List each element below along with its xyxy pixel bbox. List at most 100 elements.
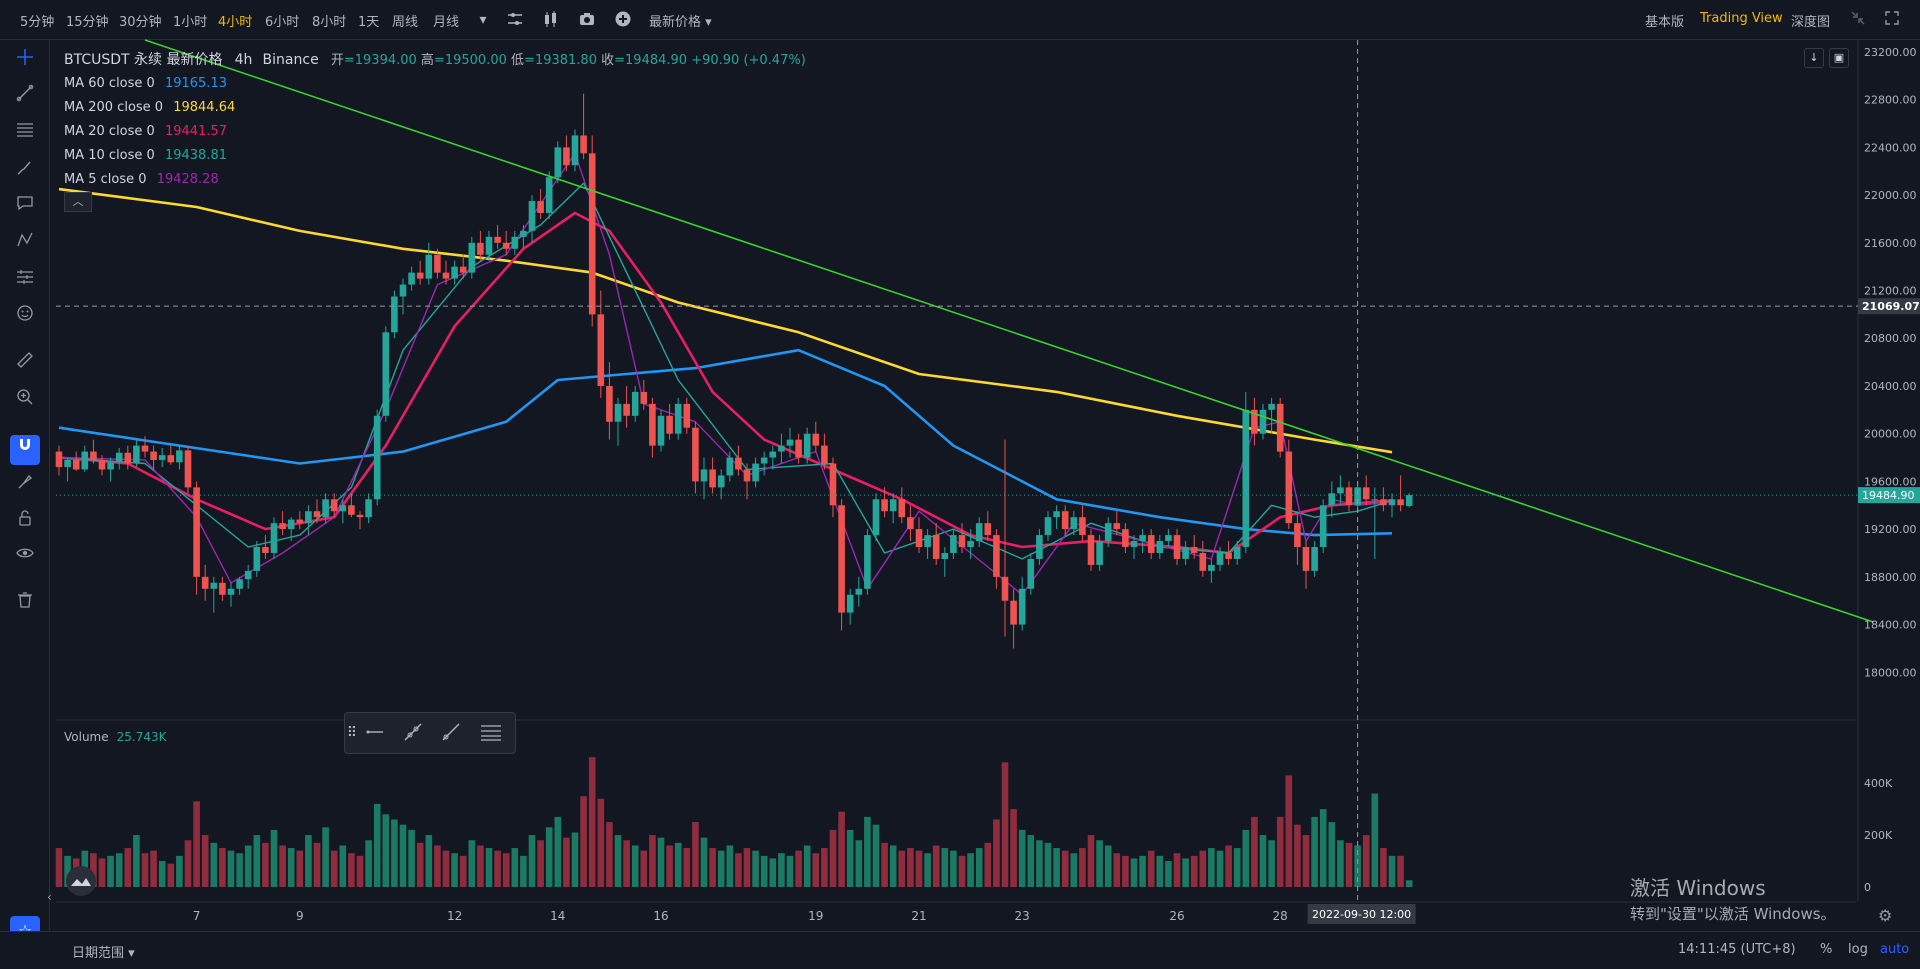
- pattern-tool-icon[interactable]: [10, 230, 40, 260]
- low-value: 19381.80: [534, 53, 597, 68]
- timeframe-week[interactable]: 周线: [392, 15, 419, 30]
- volume-bar: [1328, 822, 1336, 887]
- crosshair-icon[interactable]: [10, 47, 40, 77]
- candle-body: [924, 535, 931, 548]
- candle-body: [563, 147, 570, 166]
- zoom-in-icon[interactable]: [10, 387, 40, 417]
- chevron-down-icon[interactable]: ▾: [479, 12, 487, 28]
- screenshot-icon[interactable]: ▣: [1829, 48, 1849, 68]
- unlock-icon[interactable]: [10, 508, 40, 538]
- candle-body: [1251, 409, 1258, 434]
- price-tick-label: 20000.00: [1864, 428, 1917, 441]
- timeframe-4h[interactable]: 4小时: [218, 15, 253, 30]
- eye-icon[interactable]: [10, 543, 40, 573]
- view-tradingview-link[interactable]: Trading View: [1700, 11, 1783, 26]
- candle-type-icon[interactable]: [541, 10, 561, 30]
- volume-bar: [408, 829, 415, 887]
- candle-body: [1208, 564, 1215, 571]
- volume-bar: [1104, 845, 1112, 887]
- drag-handle-icon[interactable]: ⠿: [346, 725, 358, 741]
- prediction-tool-icon[interactable]: [10, 267, 40, 297]
- volume-bar: [537, 840, 544, 887]
- view-basic-link[interactable]: 基本版: [1645, 15, 1685, 30]
- fullscreen-icon[interactable]: [1882, 10, 1902, 30]
- candle-body: [1001, 576, 1009, 601]
- timeframe-1d[interactable]: 1天: [358, 15, 380, 30]
- line-color-icon[interactable]: [401, 721, 425, 745]
- candle-body: [322, 499, 329, 518]
- ma200-legend[interactable]: MA 200 close 0 19844.64: [64, 96, 806, 120]
- ma-label: MA 5 close 0: [64, 172, 147, 187]
- candle-body: [90, 451, 97, 460]
- candle-body: [373, 415, 381, 500]
- candle-body: [1139, 535, 1146, 542]
- trash-icon[interactable]: [10, 590, 40, 620]
- candle-body: [1113, 523, 1121, 530]
- legend-collapse-button[interactable]: ︿: [64, 192, 92, 212]
- settings-sliders-icon[interactable]: [505, 10, 525, 30]
- top-toolbar: 5分钟 15分钟 30分钟 1小时 4小时 6小时 8小时 1天 周线 月线 ▾…: [0, 0, 1920, 40]
- camera-icon[interactable]: [577, 10, 597, 30]
- candle-body: [1216, 552, 1224, 565]
- view-depth-link[interactable]: 深度图: [1791, 15, 1831, 30]
- candle-body: [468, 242, 476, 273]
- timeframe-30m[interactable]: 30分钟: [119, 15, 162, 30]
- volume-bar: [1036, 840, 1043, 887]
- brush-icon[interactable]: [10, 157, 40, 187]
- percent-toggle[interactable]: %: [1820, 942, 1833, 957]
- timeframe-8h[interactable]: 8小时: [312, 15, 347, 30]
- volume-bar: [227, 850, 235, 887]
- emoji-icon[interactable]: [10, 303, 40, 333]
- horizontal-lines-icon[interactable]: [10, 120, 40, 150]
- line-style-icon[interactable]: [363, 721, 387, 745]
- volume-bar: [287, 848, 295, 887]
- candle-body: [1044, 517, 1052, 536]
- candle-body: [133, 445, 140, 464]
- timeframe-6h[interactable]: 6小时: [265, 15, 300, 30]
- candlesticks: [55, 93, 1413, 649]
- price-type-select[interactable]: 最新价格 ▾: [649, 15, 712, 30]
- price-tick-label: 22400.00: [1864, 141, 1917, 154]
- candle-body: [296, 519, 304, 524]
- timeframe-5m[interactable]: 5分钟: [20, 15, 55, 30]
- auto-toggle[interactable]: auto: [1880, 942, 1910, 957]
- volume-bar: [262, 842, 269, 887]
- log-toggle[interactable]: log: [1848, 942, 1868, 957]
- legend-symbol-row: BTCUSDT 永续 最新价格 4h Binance 开=19394.00 高=…: [64, 48, 806, 72]
- trendline-tool-icon[interactable]: [10, 83, 40, 113]
- date-range-button[interactable]: 日期范围 ▾: [72, 946, 135, 961]
- more-options-icon[interactable]: [479, 721, 503, 745]
- candle-body: [425, 254, 433, 279]
- download-icon[interactable]: ↓: [1804, 48, 1824, 68]
- candle-body: [1276, 403, 1284, 452]
- line-width-icon[interactable]: [439, 721, 463, 745]
- price-chart[interactable]: 18000.00 18400.00 18800.00 19200.00 19600.00…: [0, 0, 1920, 930]
- add-indicator-icon[interactable]: [613, 10, 633, 30]
- lock-drawing-icon[interactable]: [10, 472, 40, 502]
- comment-icon[interactable]: [10, 193, 40, 223]
- volume-bar: [382, 814, 390, 887]
- magnet-icon[interactable]: [10, 435, 40, 465]
- ma5-legend[interactable]: MA 5 close 0 19428.28: [64, 168, 806, 192]
- ma20-legend[interactable]: MA 20 close 0 19441.57: [64, 120, 806, 144]
- candle-body: [1061, 511, 1069, 530]
- timeframe-month[interactable]: 月线: [433, 15, 460, 30]
- ma60-legend[interactable]: MA 60 close 0 19165.13: [64, 72, 806, 96]
- timeframe-15m[interactable]: 15分钟: [66, 15, 109, 30]
- tradingview-logo-icon: [66, 866, 96, 896]
- volume-bar: [846, 829, 854, 887]
- candle-body: [821, 445, 828, 464]
- candle-body: [1053, 511, 1060, 518]
- price-type-label: 最新价格: [649, 15, 702, 30]
- scroll-left-icon[interactable]: ‹: [47, 890, 52, 904]
- collapse-icon[interactable]: [1848, 10, 1868, 30]
- candle-body: [545, 177, 553, 213]
- timeframe-1h[interactable]: 1小时: [173, 15, 208, 30]
- candle-body: [167, 455, 175, 463]
- symbol-name[interactable]: BTCUSDT 永续 最新价格: [64, 52, 223, 68]
- ruler-icon[interactable]: [10, 350, 40, 380]
- ma10-legend[interactable]: MA 10 close 0 19438.81: [64, 144, 806, 168]
- date-range-label: 日期范围: [72, 946, 125, 961]
- gear-icon[interactable]: ⚙: [1878, 906, 1893, 925]
- volume-bar: [477, 845, 484, 887]
